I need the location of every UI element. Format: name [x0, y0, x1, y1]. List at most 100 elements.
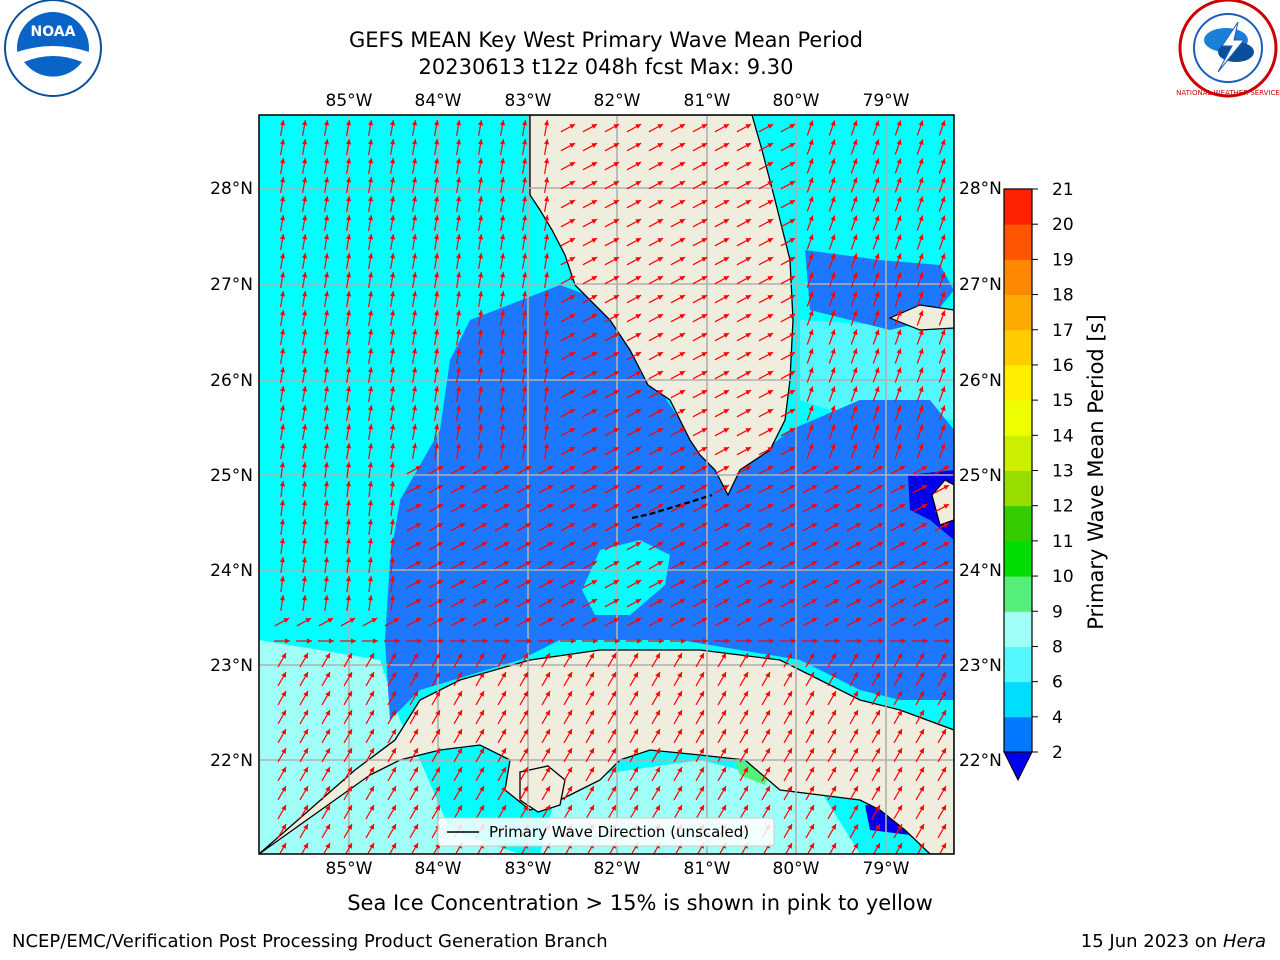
wave-arrow [868, 598, 884, 608]
wave-arrow [736, 560, 752, 570]
wave-arrow [872, 443, 880, 459]
wave-arrow [714, 560, 730, 570]
wave-arrow [582, 560, 598, 570]
wave-arrow [824, 579, 840, 589]
wave-arrow [279, 500, 285, 516]
wave-arrow [828, 215, 836, 231]
lat-tick-label-left: 25°N [210, 466, 253, 486]
wave-arrow [626, 275, 642, 285]
wave-arrow [560, 294, 576, 304]
wave-arrow [937, 671, 947, 687]
wave-arrow [714, 484, 730, 494]
wave-arrow [915, 652, 925, 668]
wave-arrow [736, 351, 752, 361]
wave-arrow [890, 484, 906, 494]
colorbar-tick-label: 17 [1052, 321, 1074, 341]
wave-arrow [828, 234, 836, 250]
wave-arrow [324, 328, 330, 346]
wave-arrow [872, 842, 881, 854]
wave-arrow [916, 120, 924, 136]
wave-arrow [937, 804, 947, 820]
wave-arrow [475, 747, 485, 763]
wave-arrow [522, 195, 528, 213]
wave-arrow [544, 195, 550, 213]
wave-arrow [345, 519, 351, 535]
wave-arrow [560, 351, 576, 361]
wave-arrow [850, 348, 858, 364]
lat-tick-label-right: 24°N [959, 561, 1002, 581]
wave-arrow [585, 652, 595, 668]
wave-arrow [387, 690, 397, 706]
wave-arrow [346, 195, 352, 213]
wave-arrow [670, 408, 686, 418]
wave-arrow [560, 598, 576, 608]
wave-arrow [916, 158, 924, 174]
wave-arrow [648, 617, 664, 627]
wave-arrow [277, 747, 287, 763]
wave-arrow [893, 671, 903, 687]
wave-arrow [453, 747, 463, 763]
wave-arrow [626, 256, 642, 266]
wave-arrow [544, 290, 550, 308]
wave-arrow [324, 195, 330, 213]
wave-arrow [868, 541, 884, 551]
wave-arrow [894, 405, 902, 421]
wave-arrow [362, 638, 378, 644]
wave-arrow [736, 370, 752, 380]
wave-arrow [673, 728, 683, 744]
wave-arrow [544, 138, 550, 156]
wave-arrow [280, 404, 286, 422]
wave-arrow [893, 709, 903, 725]
wave-arrow [390, 271, 396, 289]
wave-arrow [736, 294, 752, 304]
wave-arrow [739, 709, 749, 725]
wave-arrow [938, 234, 946, 250]
wave-arrow [321, 728, 331, 744]
wave-arrow [541, 766, 551, 782]
colorbar-tick-label: 10 [1052, 567, 1074, 587]
wave-arrow [670, 427, 686, 437]
wave-arrow [648, 579, 664, 589]
wave-arrow [368, 366, 374, 384]
wave-arrow [824, 598, 840, 608]
wave-arrow [434, 404, 440, 422]
wave-arrow [324, 290, 330, 308]
wave-arrow [893, 823, 903, 839]
wave-arrow [280, 442, 286, 460]
wave-arrow [670, 522, 686, 532]
wave-arrow [456, 138, 462, 156]
wave-arrow [538, 560, 554, 570]
lat-tick-label-left: 26°N [210, 371, 253, 391]
wave-arrow [277, 690, 287, 706]
wave-arrow [412, 385, 418, 403]
wave-arrow [450, 465, 466, 475]
wave-arrow [346, 404, 352, 422]
wave-arrow [522, 328, 528, 346]
wave-arrow [651, 690, 661, 706]
wave-arrow [368, 423, 374, 441]
wave-arrow [497, 728, 507, 744]
wave-arrow [806, 253, 814, 269]
wave-arrow [673, 804, 683, 820]
wave-arrow [846, 503, 862, 513]
wave-arrow [670, 503, 686, 513]
wave-arrow [739, 652, 749, 668]
wave-arrow [450, 560, 466, 570]
wave-arrow [780, 123, 796, 133]
wave-arrow [343, 766, 353, 782]
wave-arrow [343, 709, 353, 725]
wave-arrow [938, 386, 946, 402]
wave-arrow [890, 598, 906, 608]
wave-arrow [563, 804, 573, 820]
wave-arrow [714, 161, 730, 171]
wave-arrow [278, 842, 287, 854]
wave-arrow [626, 237, 642, 247]
wave-arrow [390, 423, 396, 441]
wave-arrow [340, 638, 356, 644]
wave-arrow [934, 541, 950, 551]
colorbar-tick-label: 9 [1052, 602, 1063, 622]
wave-arrow [434, 195, 440, 213]
colorbar-tick-label: 11 [1052, 532, 1074, 552]
colorbar-segment [1004, 294, 1032, 331]
wave-arrow [538, 465, 554, 475]
